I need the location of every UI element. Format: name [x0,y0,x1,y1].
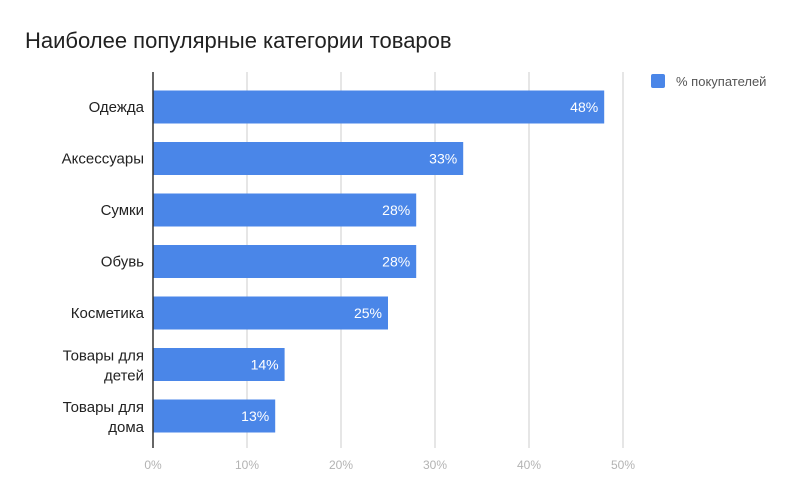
category-label-line: Товары для [63,399,144,416]
category-label: Косметика [71,305,145,322]
x-tick-label: 50% [611,458,635,472]
bar [153,296,388,330]
x-tick-label: 20% [329,458,353,472]
category-label: Обувь [101,254,144,271]
category-label-line: дома [108,419,144,436]
data-label: 28% [382,254,410,270]
chart-title: Наиболее популярные категории товаров [25,28,452,53]
bars: 48% 33% 28% 28% 25% 14% 13% [153,90,605,433]
category-label: Одежда [89,99,145,116]
data-label: 48% [570,99,598,115]
legend-swatch [651,74,665,88]
x-tick-label: 10% [235,458,259,472]
x-tick-label: 30% [423,458,447,472]
category-label: Сумки [101,202,144,219]
bar [153,348,285,381]
legend-label: % покупателей [676,74,766,89]
x-tick-label: 0% [144,458,162,472]
data-label: 14% [251,357,279,373]
category-labels: Одежда Аксессуары Сумки Обувь Косметика Товар… [62,99,145,436]
data-label: 33% [429,151,457,167]
data-label: 28% [382,202,410,218]
category-label-line: Товары для [63,348,144,365]
x-tick-label: 40% [517,458,541,472]
legend: % покупателей [651,74,766,89]
category-label: Товары для дома [63,399,145,436]
bar [153,90,605,124]
data-label: 25% [354,305,382,321]
bar [153,245,417,278]
category-label: Аксессуары [62,151,144,168]
bar [153,193,417,227]
bar [153,399,276,433]
category-label-line: детей [104,368,144,385]
gridlines [246,72,624,448]
category-label: Товары для детей [63,348,144,385]
bar [153,142,464,175]
x-axis-ticks: 0% 10% 20% 30% 40% 50% [144,458,635,472]
data-label: 13% [241,408,269,424]
